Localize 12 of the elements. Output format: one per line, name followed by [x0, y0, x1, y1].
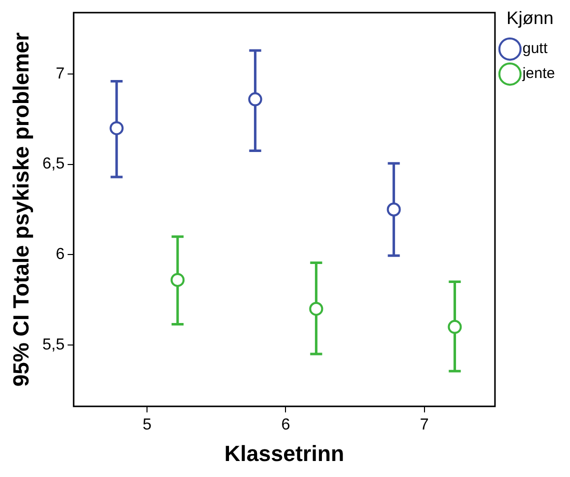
y-axis-title: 95% CI Totale psykiske problemer	[8, 32, 34, 387]
x-tick-label: 6	[281, 416, 290, 434]
y-tick-label: 7	[56, 65, 65, 82]
x-axis-title: Klassetrinn	[224, 440, 344, 466]
x-tick-label: 5	[142, 416, 152, 434]
legend-label: gutt	[522, 40, 548, 58]
y-tick-label: 6,5	[42, 156, 65, 173]
y-tick-label: 5,5	[42, 336, 65, 354]
y-tick-label: 6	[56, 246, 65, 264]
x-tick-label: 7	[420, 416, 429, 434]
legend-title: Kjønn	[506, 8, 554, 28]
legend-label: jente	[521, 65, 556, 82]
